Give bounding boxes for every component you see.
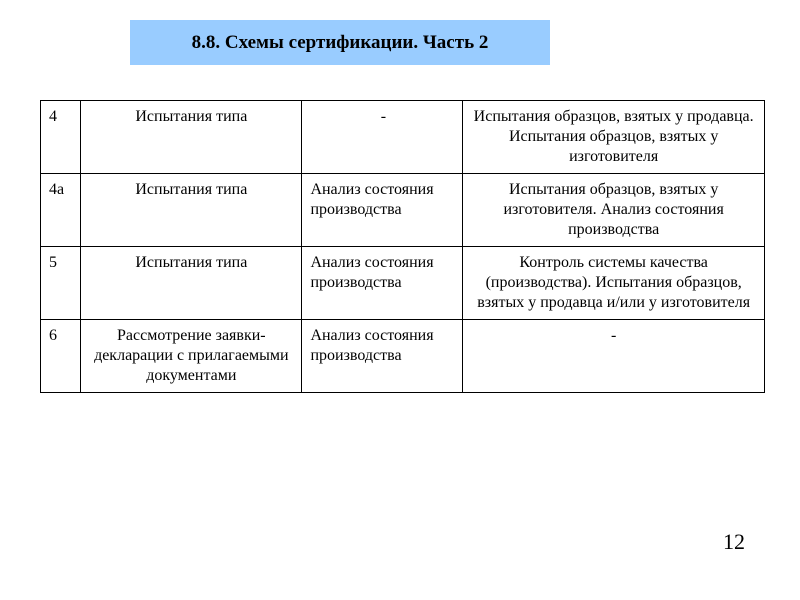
section-title: 8.8. Схемы сертификации. Часть 2: [130, 20, 550, 65]
table-row: 5 Испытания типа Анализ состояния произв…: [41, 247, 765, 320]
cell-production: -: [302, 101, 463, 174]
cell-inspection: Испытания образцов, взятых у продавца. И…: [463, 101, 765, 174]
cell-inspection: Контроль системы качества (производства)…: [463, 247, 765, 320]
cell-type-test: Испытания типа: [81, 174, 302, 247]
cell-scheme-number: 5: [41, 247, 81, 320]
cell-type-test: Испытания типа: [81, 247, 302, 320]
cell-scheme-number: 6: [41, 320, 81, 393]
cell-production: Анализ состояния производства: [302, 247, 463, 320]
cell-type-test: Рассмотрение заявки-декларации с прилага…: [81, 320, 302, 393]
cell-scheme-number: 4а: [41, 174, 81, 247]
cell-scheme-number: 4: [41, 101, 81, 174]
certification-table: 4 Испытания типа - Испытания образцов, в…: [40, 100, 765, 393]
cell-production: Анализ состояния производства: [302, 320, 463, 393]
cell-inspection: -: [463, 320, 765, 393]
cell-type-test: Испытания типа: [81, 101, 302, 174]
page-number: 12: [723, 529, 745, 555]
cell-production: Анализ состояния производства: [302, 174, 463, 247]
table-row: 6 Рассмотрение заявки-декларации с прила…: [41, 320, 765, 393]
cell-inspection: Испытания образцов, взятых у изготовител…: [463, 174, 765, 247]
table-row: 4 Испытания типа - Испытания образцов, в…: [41, 101, 765, 174]
table-row: 4а Испытания типа Анализ состояния произ…: [41, 174, 765, 247]
